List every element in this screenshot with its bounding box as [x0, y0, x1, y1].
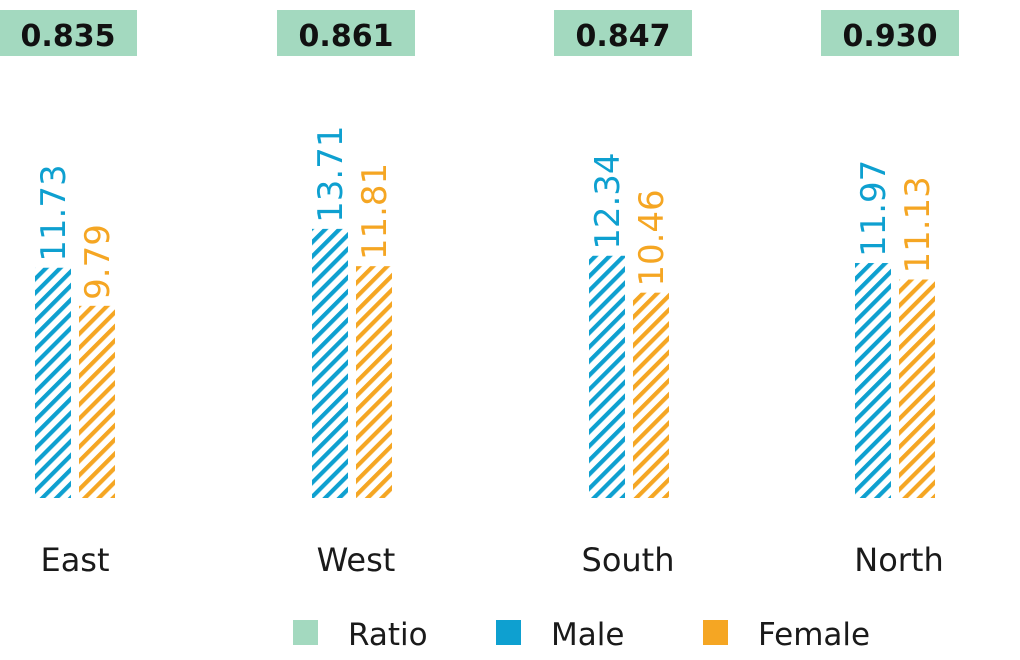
bar-value-label: 11.81	[355, 163, 395, 260]
bar-male	[855, 263, 891, 498]
category-label: West	[317, 541, 396, 579]
bar-male	[35, 267, 71, 498]
bar-female	[356, 266, 392, 498]
ratio-badge	[554, 10, 692, 56]
ratio-value-label: 0.835	[21, 19, 116, 54]
legend-label: Female	[758, 617, 870, 653]
bar-value-label: 11.13	[898, 176, 938, 273]
legend-swatch-ratio	[293, 620, 318, 645]
bars	[35, 228, 935, 499]
ratio-badge	[821, 10, 959, 56]
category-labels: East West South North	[40, 541, 943, 579]
ratio-value-label: 0.861	[299, 19, 394, 54]
legend-label: Male	[551, 617, 624, 653]
bar-value-label: 11.73	[34, 164, 74, 261]
bar-value-label: 12.34	[588, 152, 628, 249]
bar-value-label: 13.71	[311, 126, 351, 223]
legend-swatch-female	[703, 620, 728, 645]
legend-label: Ratio	[348, 617, 428, 653]
bar-female	[79, 305, 115, 498]
bar-value-label: 9.79	[78, 224, 118, 300]
bar-value-label: 11.97	[854, 160, 894, 257]
bar-female	[899, 279, 935, 498]
value-labels: 11.73 13.71 12.34 11.97 9.79 11.81 10.46 11.13	[34, 126, 938, 300]
bar-female	[633, 292, 669, 498]
bar-male	[589, 255, 625, 498]
ratio-badges: 0.835 0.861 0.847 0.930	[0, 10, 959, 56]
legend-swatch-male	[496, 620, 521, 645]
category-label: East	[40, 541, 109, 579]
bar-male	[312, 228, 348, 499]
category-label: South	[582, 541, 675, 579]
category-label: North	[854, 541, 944, 579]
legend: Ratio Male Female	[293, 617, 870, 653]
ratio-badge	[0, 10, 137, 56]
bar-value-label: 10.46	[632, 189, 672, 286]
ratio-value-label: 0.930	[843, 19, 938, 54]
ratio-value-label: 0.847	[576, 19, 671, 54]
ratio-badge	[277, 10, 415, 56]
